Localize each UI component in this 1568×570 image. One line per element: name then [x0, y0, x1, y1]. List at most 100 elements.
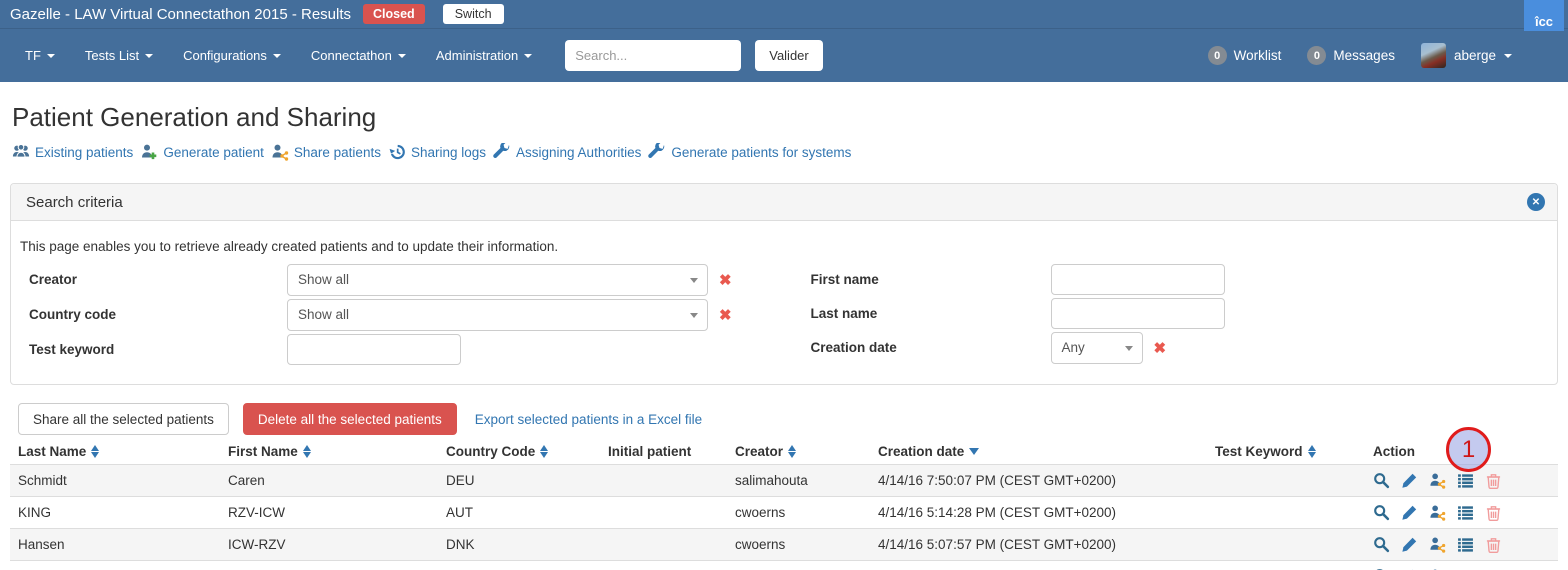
messages-menu[interactable]: 0 Messages	[1307, 46, 1395, 65]
search-criteria-panel: Search criteria ✕ This page enables you …	[10, 183, 1558, 385]
patient-log-icon[interactable]	[1457, 536, 1474, 553]
creator-label: Creator	[29, 272, 78, 287]
quick-links: Existing patients Generate patient Share…	[12, 143, 1558, 161]
share-patient-icon[interactable]	[1429, 472, 1446, 489]
history-icon	[389, 144, 405, 160]
panel-header: Search criteria ✕	[11, 184, 1557, 221]
cell-test-keyword	[1207, 464, 1365, 497]
nav-item-administration[interactable]: Administration	[421, 48, 547, 63]
col-initial-patient: Initial patient	[608, 444, 692, 459]
col-country-code[interactable]: Country Code	[438, 441, 600, 465]
cell-initial-patient	[600, 528, 727, 561]
worklist-label: Worklist	[1233, 48, 1282, 63]
page-content: Patient Generation and Sharing Existing …	[0, 102, 1568, 570]
nav-item-tests-list[interactable]: Tests List	[70, 48, 168, 63]
cell-creation-date: 4/14/16 5:07:57 PM (CEST GMT+0200)	[870, 528, 1207, 561]
cell-last-name: Schmidt	[10, 464, 220, 497]
view-patient-icon[interactable]	[1373, 536, 1390, 553]
user-share-icon	[272, 144, 289, 161]
worklist-menu[interactable]: 0 Worklist	[1207, 46, 1282, 65]
creator-clear-icon[interactable]: ✖	[719, 272, 732, 289]
cell-test-keyword	[1207, 528, 1365, 561]
col-creator[interactable]: Creator	[727, 441, 870, 465]
navbar-right: 0 Worklist 0 Messages aberge	[1207, 43, 1558, 68]
nav-item-configurations[interactable]: Configurations	[168, 48, 296, 63]
first-name-input[interactable]	[1050, 264, 1225, 295]
delete-selected-button[interactable]: Delete all the selected patients	[242, 403, 457, 435]
creation-date-clear-icon[interactable]: ✖	[1153, 340, 1167, 357]
iicc-logo[interactable]: îcc	[1524, 0, 1564, 31]
edit-patient-icon[interactable]	[1401, 504, 1418, 521]
col-first-name[interactable]: First Name	[220, 441, 438, 465]
cell-first-name: ICW-RZV	[220, 528, 438, 561]
worklist-count-badge: 0	[1207, 46, 1227, 65]
link-share-patients[interactable]: Share patients	[271, 143, 381, 161]
chevron-down-icon	[272, 53, 281, 58]
username: aberge	[1453, 48, 1496, 63]
search-input[interactable]	[565, 40, 742, 71]
view-patient-icon[interactable]	[1373, 504, 1390, 521]
export-excel-link[interactable]: Export selected patients in a Excel file	[474, 411, 703, 427]
col-last-name[interactable]: Last Name	[10, 441, 220, 465]
link-assigning-authorities[interactable]: Assigning Authorities	[493, 143, 641, 161]
messages-count-badge: 0	[1307, 46, 1327, 65]
cell-creator: cwoerns	[727, 560, 870, 570]
country-code-select[interactable]: Show all	[287, 299, 708, 331]
view-patient-icon[interactable]	[1373, 472, 1390, 489]
test-keyword-input[interactable]	[287, 334, 461, 365]
cell-last-name: KING	[10, 496, 220, 529]
delete-patient-icon[interactable]	[1485, 472, 1502, 489]
creator-select[interactable]: Show all	[287, 264, 708, 296]
chevron-down-icon	[397, 53, 406, 58]
sort-icon	[788, 445, 797, 458]
messages-label: Messages	[1333, 48, 1395, 63]
edit-patient-icon[interactable]	[1401, 472, 1418, 489]
link-sharing-logs[interactable]: Sharing logs	[388, 143, 486, 161]
row-actions	[1373, 536, 1550, 553]
col-test-keyword[interactable]: Test Keyword	[1207, 441, 1365, 465]
table-row: Knudsen ICWROGANNUTF8 DNK cwoerns 4/14/1…	[10, 560, 1558, 570]
switch-button[interactable]: Switch	[442, 4, 504, 24]
main-navbar: TF Tests List Configurations Connectatho…	[0, 28, 1568, 82]
nav-item-connectathon[interactable]: Connectathon	[296, 48, 421, 63]
panel-title: Search criteria	[26, 193, 123, 211]
row-actions	[1373, 504, 1550, 521]
sort-icon	[302, 445, 311, 458]
country-code-clear-icon[interactable]: ✖	[719, 307, 732, 324]
chevron-down-icon	[145, 53, 154, 58]
cell-creator: cwoerns	[727, 528, 870, 561]
cell-creation-date: 4/14/16 5:14:28 PM (CEST GMT+0200)	[870, 496, 1207, 529]
share-patient-icon[interactable]	[1429, 536, 1446, 553]
link-generate-patient[interactable]: Generate patient	[140, 143, 264, 161]
delete-patient-icon[interactable]	[1485, 504, 1502, 521]
col-creation-date[interactable]: Creation date	[870, 441, 1207, 465]
link-existing-patients[interactable]: Existing patients	[12, 143, 133, 161]
link-generate-patients-for-systems[interactable]: Generate patients for systems	[648, 143, 851, 161]
cell-country-code: AUT	[438, 496, 600, 529]
cell-creation-date: 4/14/16 7:50:07 PM (CEST GMT+0200)	[870, 464, 1207, 497]
last-name-input[interactable]	[1050, 298, 1225, 329]
cell-country-code: DEU	[438, 464, 600, 497]
creation-date-label: Creation date	[810, 340, 897, 355]
patient-log-icon[interactable]	[1457, 472, 1474, 489]
cell-first-name: ICWROGANNUTF8	[220, 560, 438, 570]
delete-patient-icon[interactable]	[1485, 536, 1502, 553]
sort-desc-icon	[969, 448, 980, 455]
avatar	[1420, 43, 1446, 68]
close-icon[interactable]: ✕	[1527, 193, 1545, 211]
actions-bar: Share all the selected patients Delete a…	[18, 403, 1558, 435]
edit-patient-icon[interactable]	[1401, 536, 1418, 553]
share-selected-button[interactable]: Share all the selected patients	[18, 403, 229, 435]
sort-icon	[540, 445, 549, 458]
user-menu[interactable]: aberge	[1420, 43, 1512, 68]
valider-button[interactable]: Valider	[755, 40, 823, 71]
table-row: KING RZV-ICW AUT cwoerns 4/14/16 5:14:28…	[10, 496, 1558, 529]
patient-log-icon[interactable]	[1457, 504, 1474, 521]
share-patient-icon[interactable]	[1429, 504, 1446, 521]
cell-creator: cwoerns	[727, 496, 870, 529]
creation-date-select[interactable]: Any	[1050, 332, 1143, 364]
nav-item-tf[interactable]: TF	[10, 48, 70, 63]
user-plus-icon	[142, 144, 157, 160]
wrench-icon	[648, 143, 665, 158]
cell-first-name: RZV-ICW	[220, 496, 438, 529]
